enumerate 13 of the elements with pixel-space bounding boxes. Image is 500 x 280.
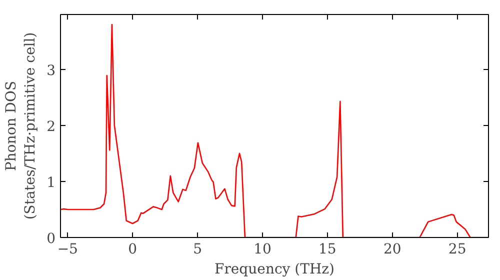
x-tick-label: 25 [448, 242, 466, 258]
x-tick-label: 0 [128, 242, 138, 258]
x-tick-label: 20 [383, 242, 402, 258]
x-axis-title: Frequency (THz) [214, 262, 335, 278]
x-tick-label: 15 [318, 242, 336, 258]
y-tick-label: 1 [46, 174, 56, 191]
y-tick-label: 0 [46, 231, 56, 247]
x-tick-label: 5 [193, 242, 202, 258]
y-tick-label: 2 [46, 118, 56, 135]
y-axis-title: Phonon DOS (States/THz·primitive cell) [3, 32, 39, 220]
x-tick-label: −5 [57, 242, 78, 258]
x-tick-label: 10 [254, 242, 272, 258]
y-tick-label: 3 [46, 62, 56, 79]
